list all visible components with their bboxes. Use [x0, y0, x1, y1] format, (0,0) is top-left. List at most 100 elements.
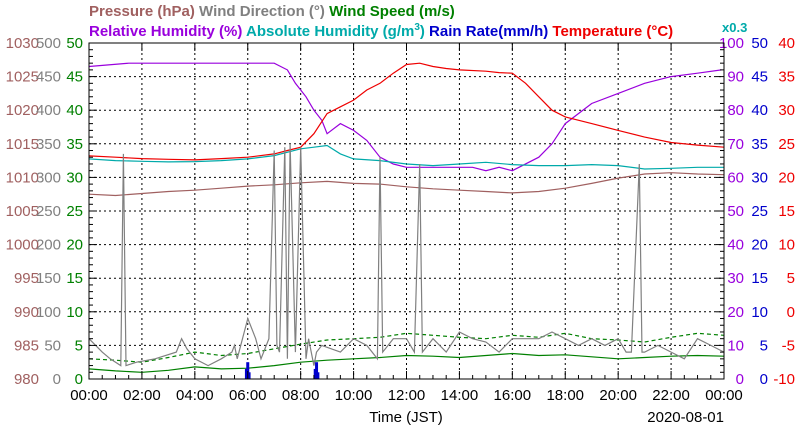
series-line-temperature — [88, 62, 725, 161]
y-tick-label-humidity: 60 — [727, 169, 744, 186]
x-tick-label: 10:00 — [335, 387, 373, 404]
y-tick-label-humidity: 50 — [727, 203, 744, 220]
series-line-pressure — [88, 172, 725, 197]
grid-layer — [89, 43, 724, 379]
y-tick-label-humidity: 0 — [736, 371, 744, 388]
y-tick-label-wind-direction: 200 — [36, 237, 61, 254]
bar-rain-rate — [247, 372, 251, 379]
x-tick-label: 18:00 — [546, 387, 584, 404]
y-tick-label-pressure: 1025 — [6, 69, 39, 86]
y-tick-label-rain-rate: 35 — [751, 136, 768, 153]
y-tick-label-wind-direction: 300 — [36, 169, 61, 186]
series-line-wind-speed-avg — [88, 352, 725, 373]
y-tick-label-wind-speed: 10 — [66, 304, 83, 321]
y-tick-label-humidity: 80 — [727, 102, 744, 119]
y-tick-label-wind-direction: 0 — [53, 371, 61, 388]
x-tick-label: 16:00 — [494, 387, 532, 404]
x-tick-label: 22:00 — [652, 387, 690, 404]
legend-entry: Relative Humidity (%) — [89, 23, 242, 40]
legend-superscript: 3 — [414, 22, 420, 33]
y-tick-label-temperature: 35 — [778, 69, 795, 86]
y-tick-label-wind-speed: 45 — [66, 69, 83, 86]
y-tick-label-temperature: 0 — [787, 304, 795, 321]
y-tick-label-rain-rate: 30 — [751, 169, 768, 186]
y-tick-label-rain-rate: 45 — [751, 69, 768, 86]
x-tick-label: 00:00 — [705, 387, 743, 404]
y-tick-label-rain-rate: 25 — [751, 203, 768, 220]
y-tick-label-rain-rate: 15 — [751, 270, 768, 287]
legend-entry: Pressure (hPa) — [89, 3, 195, 20]
axes-layer: 9809859909951000100510101015102010251030… — [6, 35, 795, 404]
x-tick-label: 12:00 — [388, 387, 426, 404]
legend-entry: Wind Speed (m/s) — [325, 3, 455, 20]
y-tick-label-wind-speed: 15 — [66, 270, 83, 287]
x-tick-label: 08:00 — [282, 387, 320, 404]
scale-multiplier-label: x0.3 — [722, 20, 747, 35]
y-tick-label-wind-speed: 0 — [75, 371, 83, 388]
date-label: 2020-08-01 — [647, 409, 724, 426]
y-tick-label-pressure: 1020 — [6, 102, 39, 119]
series-layer — [88, 62, 725, 379]
y-tick-label-wind-speed: 50 — [66, 35, 83, 52]
y-tick-label-humidity: 90 — [727, 69, 744, 86]
y-tick-label-wind-direction: 150 — [36, 270, 61, 287]
y-tick-label-pressure: 980 — [14, 371, 39, 388]
y-tick-label-wind-direction: 250 — [36, 203, 61, 220]
y-tick-label-humidity: 40 — [727, 237, 744, 254]
y-tick-label-wind-direction: 500 — [36, 35, 61, 52]
y-tick-label-wind-direction: 100 — [36, 304, 61, 321]
y-tick-label-pressure: 990 — [14, 304, 39, 321]
series-line-wind-speed-gust — [88, 332, 725, 363]
y-tick-label-wind-speed: 40 — [66, 102, 83, 119]
legend-row-2: Relative Humidity (%) Absolute Humidity … — [89, 22, 673, 40]
legend-entry: Wind Direction (°) — [195, 3, 325, 20]
y-tick-label-rain-rate: 5 — [760, 337, 768, 354]
bar-rain-rate — [246, 362, 250, 379]
y-tick-label-humidity: 10 — [727, 337, 744, 354]
y-tick-label-wind-direction: 50 — [44, 337, 61, 354]
y-tick-label-wind-speed: 25 — [66, 203, 83, 220]
x-axis-label: Time (JST) — [369, 409, 443, 426]
legend-suffix: ) — [420, 23, 425, 40]
y-tick-label-temperature: 30 — [778, 102, 795, 119]
y-tick-label-temperature: 20 — [778, 169, 795, 186]
y-tick-label-wind-speed: 5 — [75, 337, 83, 354]
legend-row-1: Pressure (hPa) Wind Direction (°) Wind S… — [89, 3, 455, 20]
legend-entry: Rain Rate(mm/h) — [425, 23, 548, 40]
y-tick-label-humidity: 70 — [727, 136, 744, 153]
y-tick-label-temperature: 40 — [778, 35, 795, 52]
y-tick-label-rain-rate: 0 — [760, 371, 768, 388]
y-tick-label-wind-speed: 30 — [66, 169, 83, 186]
x-tick-label: 06:00 — [229, 387, 267, 404]
y-tick-label-rain-rate: 10 — [751, 304, 768, 321]
y-tick-label-temperature: 5 — [787, 270, 795, 287]
y-tick-label-wind-direction: 350 — [36, 136, 61, 153]
y-tick-label-temperature: -10 — [773, 371, 795, 388]
y-tick-label-rain-rate: 50 — [751, 35, 768, 52]
y-tick-label-temperature: -5 — [782, 337, 795, 354]
bar-rain-rate — [316, 372, 320, 379]
legend-entry: Temperature (°C) — [548, 23, 673, 40]
bar-rain-rate — [315, 362, 319, 379]
y-tick-label-pressure: 995 — [14, 270, 39, 287]
y-tick-label-wind-direction: 400 — [36, 102, 61, 119]
series-line-relative-humidity — [88, 62, 722, 172]
y-tick-label-pressure: 1010 — [6, 169, 39, 186]
y-tick-label-wind-direction: 450 — [36, 69, 61, 86]
y-tick-label-humidity: 100 — [719, 35, 744, 52]
y-tick-label-temperature: 15 — [778, 203, 795, 220]
x-tick-label: 14:00 — [441, 387, 479, 404]
series-line-wind-direction — [88, 143, 725, 367]
x-tick-label: 00:00 — [70, 387, 108, 404]
x-tick-label: 20:00 — [599, 387, 637, 404]
y-tick-label-wind-speed: 35 — [66, 136, 83, 153]
y-tick-label-humidity: 30 — [727, 270, 744, 287]
y-tick-label-pressure: 985 — [14, 337, 39, 354]
y-tick-label-wind-speed: 20 — [66, 237, 83, 254]
y-tick-label-humidity: 20 — [727, 304, 744, 321]
legend-entry: Absolute Humidity (g/m — [242, 23, 414, 40]
legend-layer: Pressure (hPa) Wind Direction (°) Wind S… — [89, 3, 747, 40]
x-tick-label: 04:00 — [176, 387, 214, 404]
